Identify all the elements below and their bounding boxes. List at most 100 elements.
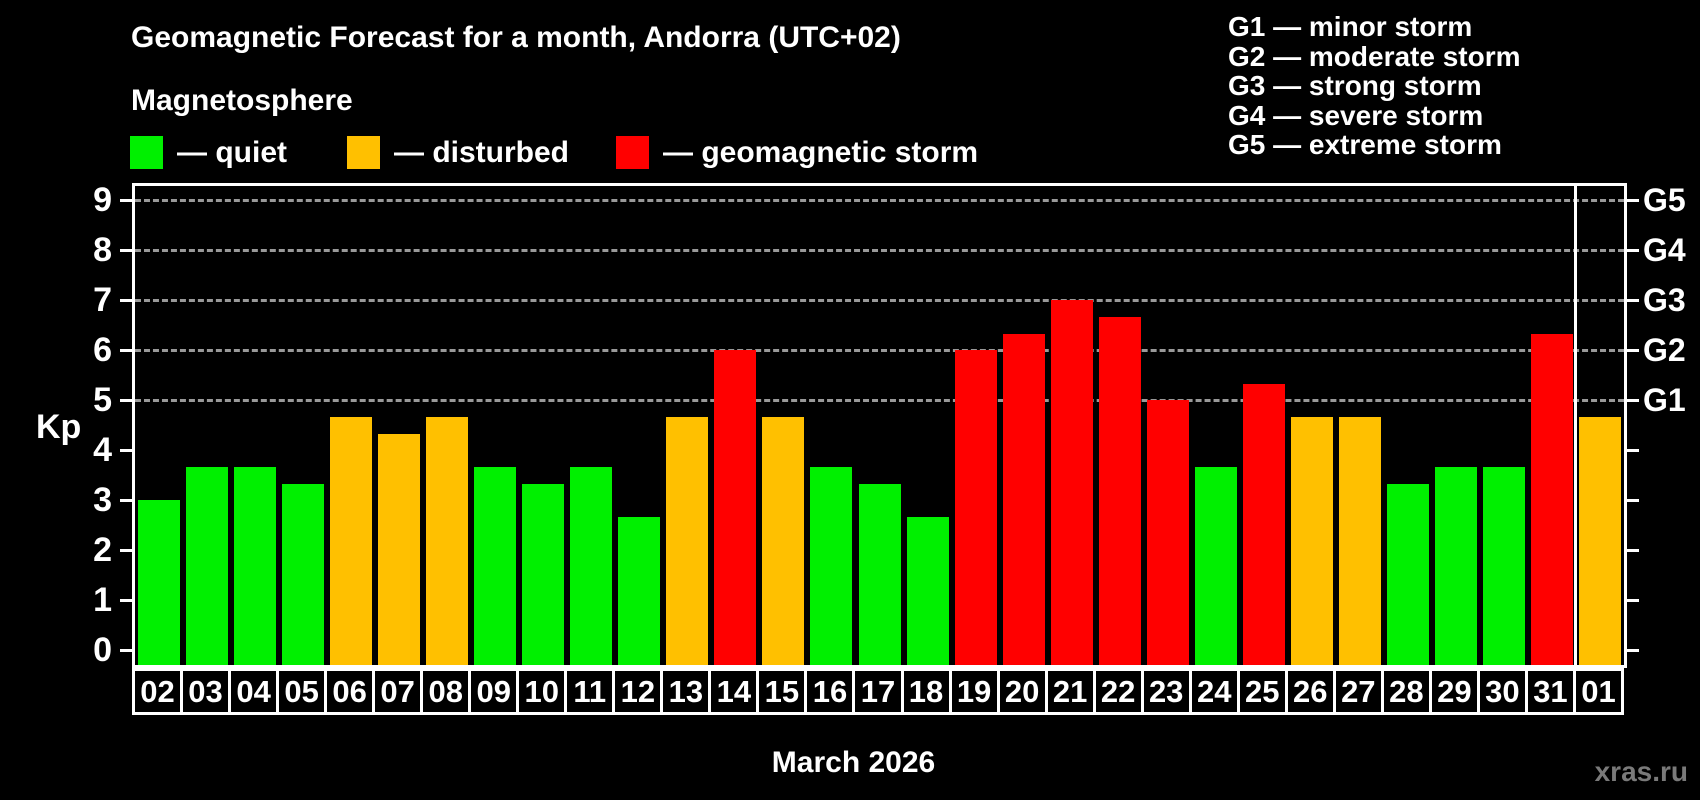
x-tick-box-16: 16 <box>804 668 856 715</box>
g-scale-line-g5: G5 — extreme storm <box>1228 129 1502 160</box>
plot-area <box>132 183 1627 668</box>
x-tick-box-30: 30 <box>1476 668 1528 715</box>
gridline-kp6 <box>135 348 1624 352</box>
left-tick-kp9 <box>120 198 132 202</box>
gridline-kp8 <box>135 248 1624 252</box>
y-axis-title: Kp <box>36 408 82 446</box>
disturbed-color-swatch-icon <box>347 136 380 169</box>
y-tick-label-7: 7 <box>93 281 112 319</box>
legend-label-quiet: — quiet <box>177 135 287 169</box>
kp-bar-day-22 <box>1098 316 1141 665</box>
kp-bar-day-19 <box>954 350 997 665</box>
left-tick-kp8 <box>120 248 132 252</box>
y-tick-label-1: 1 <box>93 581 112 619</box>
x-tick-box-28: 28 <box>1380 668 1432 715</box>
magnetosphere-label: Magnetosphere <box>131 84 353 117</box>
month-separator-line <box>1574 186 1578 665</box>
right-tick-kp8 <box>1627 248 1639 252</box>
x-tick-box-27: 27 <box>1332 668 1384 715</box>
x-tick-box-15: 15 <box>756 668 808 715</box>
y-tick-label-9: 9 <box>93 181 112 219</box>
y-tick-label-3: 3 <box>93 481 112 519</box>
x-tick-box-24: 24 <box>1188 668 1240 715</box>
y-tick-label-6: 6 <box>93 331 112 369</box>
left-tick-kp2 <box>120 548 132 552</box>
y-tick-label-8: 8 <box>93 231 112 269</box>
left-tick-kp0 <box>120 648 132 652</box>
left-tick-kp3 <box>120 498 132 502</box>
y-tick-label-4: 4 <box>93 431 112 469</box>
kp-bar-day-09 <box>474 466 517 665</box>
kp-bar-day-18 <box>906 516 949 665</box>
x-tick-box-23: 23 <box>1140 668 1192 715</box>
kp-bar-day-15 <box>762 416 805 665</box>
g-level-label-g5: G5 <box>1643 182 1686 218</box>
g-level-label-g2: G2 <box>1643 332 1686 368</box>
x-tick-box-11: 11 <box>564 668 616 715</box>
x-tick-box-14: 14 <box>708 668 760 715</box>
gridline-kp7 <box>135 298 1624 302</box>
x-tick-box-04: 04 <box>228 668 280 715</box>
g-scale-line-g4: G4 — severe storm <box>1228 99 1484 131</box>
y-tick-label-0: 0 <box>93 631 112 669</box>
x-tick-box-06: 06 <box>324 668 376 715</box>
kp-bar-day-31 <box>1530 333 1573 665</box>
kp-bar-day-28 <box>1386 483 1429 665</box>
x-tick-box-01: 01 <box>1572 668 1624 715</box>
kp-bar-day-03 <box>186 466 229 665</box>
kp-bar-day-13 <box>666 416 709 665</box>
x-tick-box-05: 05 <box>276 668 328 715</box>
x-tick-box-12: 12 <box>612 668 664 715</box>
quiet-color-swatch-icon <box>130 136 163 169</box>
legend-item-disturbed: — disturbed <box>347 136 569 169</box>
kp-bar-day-02 <box>138 500 181 665</box>
kp-bar-day-08 <box>426 416 469 665</box>
kp-bar-day-04 <box>234 466 277 665</box>
x-tick-box-09: 09 <box>468 668 520 715</box>
x-tick-box-08: 08 <box>420 668 472 715</box>
left-tick-kp7 <box>120 298 132 302</box>
kp-bar-day-20 <box>1002 333 1045 665</box>
left-tick-kp1 <box>120 598 132 602</box>
right-tick-kp7 <box>1627 298 1639 302</box>
x-tick-box-10: 10 <box>516 668 568 715</box>
right-tick-kp1 <box>1627 598 1639 602</box>
kp-bar-day-21 <box>1050 300 1093 665</box>
x-axis-title: March 2026 <box>771 746 936 779</box>
x-tick-box-20: 20 <box>996 668 1048 715</box>
kp-bar-day-10 <box>522 483 565 665</box>
gridline-kp9 <box>135 198 1624 202</box>
right-tick-kp0 <box>1627 648 1639 652</box>
kp-bar-day-06 <box>330 416 373 665</box>
kp-bar-day-26 <box>1290 416 1333 665</box>
watermark: xras.ru <box>1594 756 1688 787</box>
x-tick-box-22: 22 <box>1092 668 1144 715</box>
kp-bar-day-27 <box>1338 416 1381 665</box>
right-tick-kp3 <box>1627 498 1639 502</box>
g-scale-legend: G1 — minor storm G2 — moderate storm G3 … <box>1228 12 1521 160</box>
storm-color-swatch-icon <box>616 136 649 169</box>
kp-bar-day-29 <box>1434 466 1477 665</box>
kp-bar-day-25 <box>1242 383 1285 665</box>
right-tick-kp4 <box>1627 448 1639 452</box>
g-scale-line-g1: G1 — minor storm <box>1228 11 1473 42</box>
x-tick-box-31: 31 <box>1524 668 1576 715</box>
right-tick-kp2 <box>1627 548 1639 552</box>
kp-bar-day-23 <box>1146 400 1189 665</box>
legend-label-storm: — geomagnetic storm <box>663 135 979 169</box>
right-tick-kp5 <box>1627 398 1639 402</box>
left-tick-kp6 <box>120 348 132 352</box>
left-tick-kp5 <box>120 398 132 402</box>
kp-bar-day-01 <box>1578 416 1621 665</box>
kp-bar-day-07 <box>378 433 421 665</box>
x-tick-box-18: 18 <box>900 668 952 715</box>
x-tick-box-03: 03 <box>180 668 232 715</box>
g-level-label-g4: G4 <box>1643 232 1686 268</box>
g-scale-line-g3: G3 — strong storm <box>1228 70 1482 101</box>
right-tick-kp6 <box>1627 348 1639 352</box>
chart-title: Geomagnetic Forecast for a month, Andorr… <box>131 21 901 54</box>
x-tick-box-19: 19 <box>948 668 1000 715</box>
x-tick-box-26: 26 <box>1284 668 1336 715</box>
kp-bar-day-30 <box>1482 466 1525 665</box>
kp-bar-day-17 <box>858 483 901 665</box>
